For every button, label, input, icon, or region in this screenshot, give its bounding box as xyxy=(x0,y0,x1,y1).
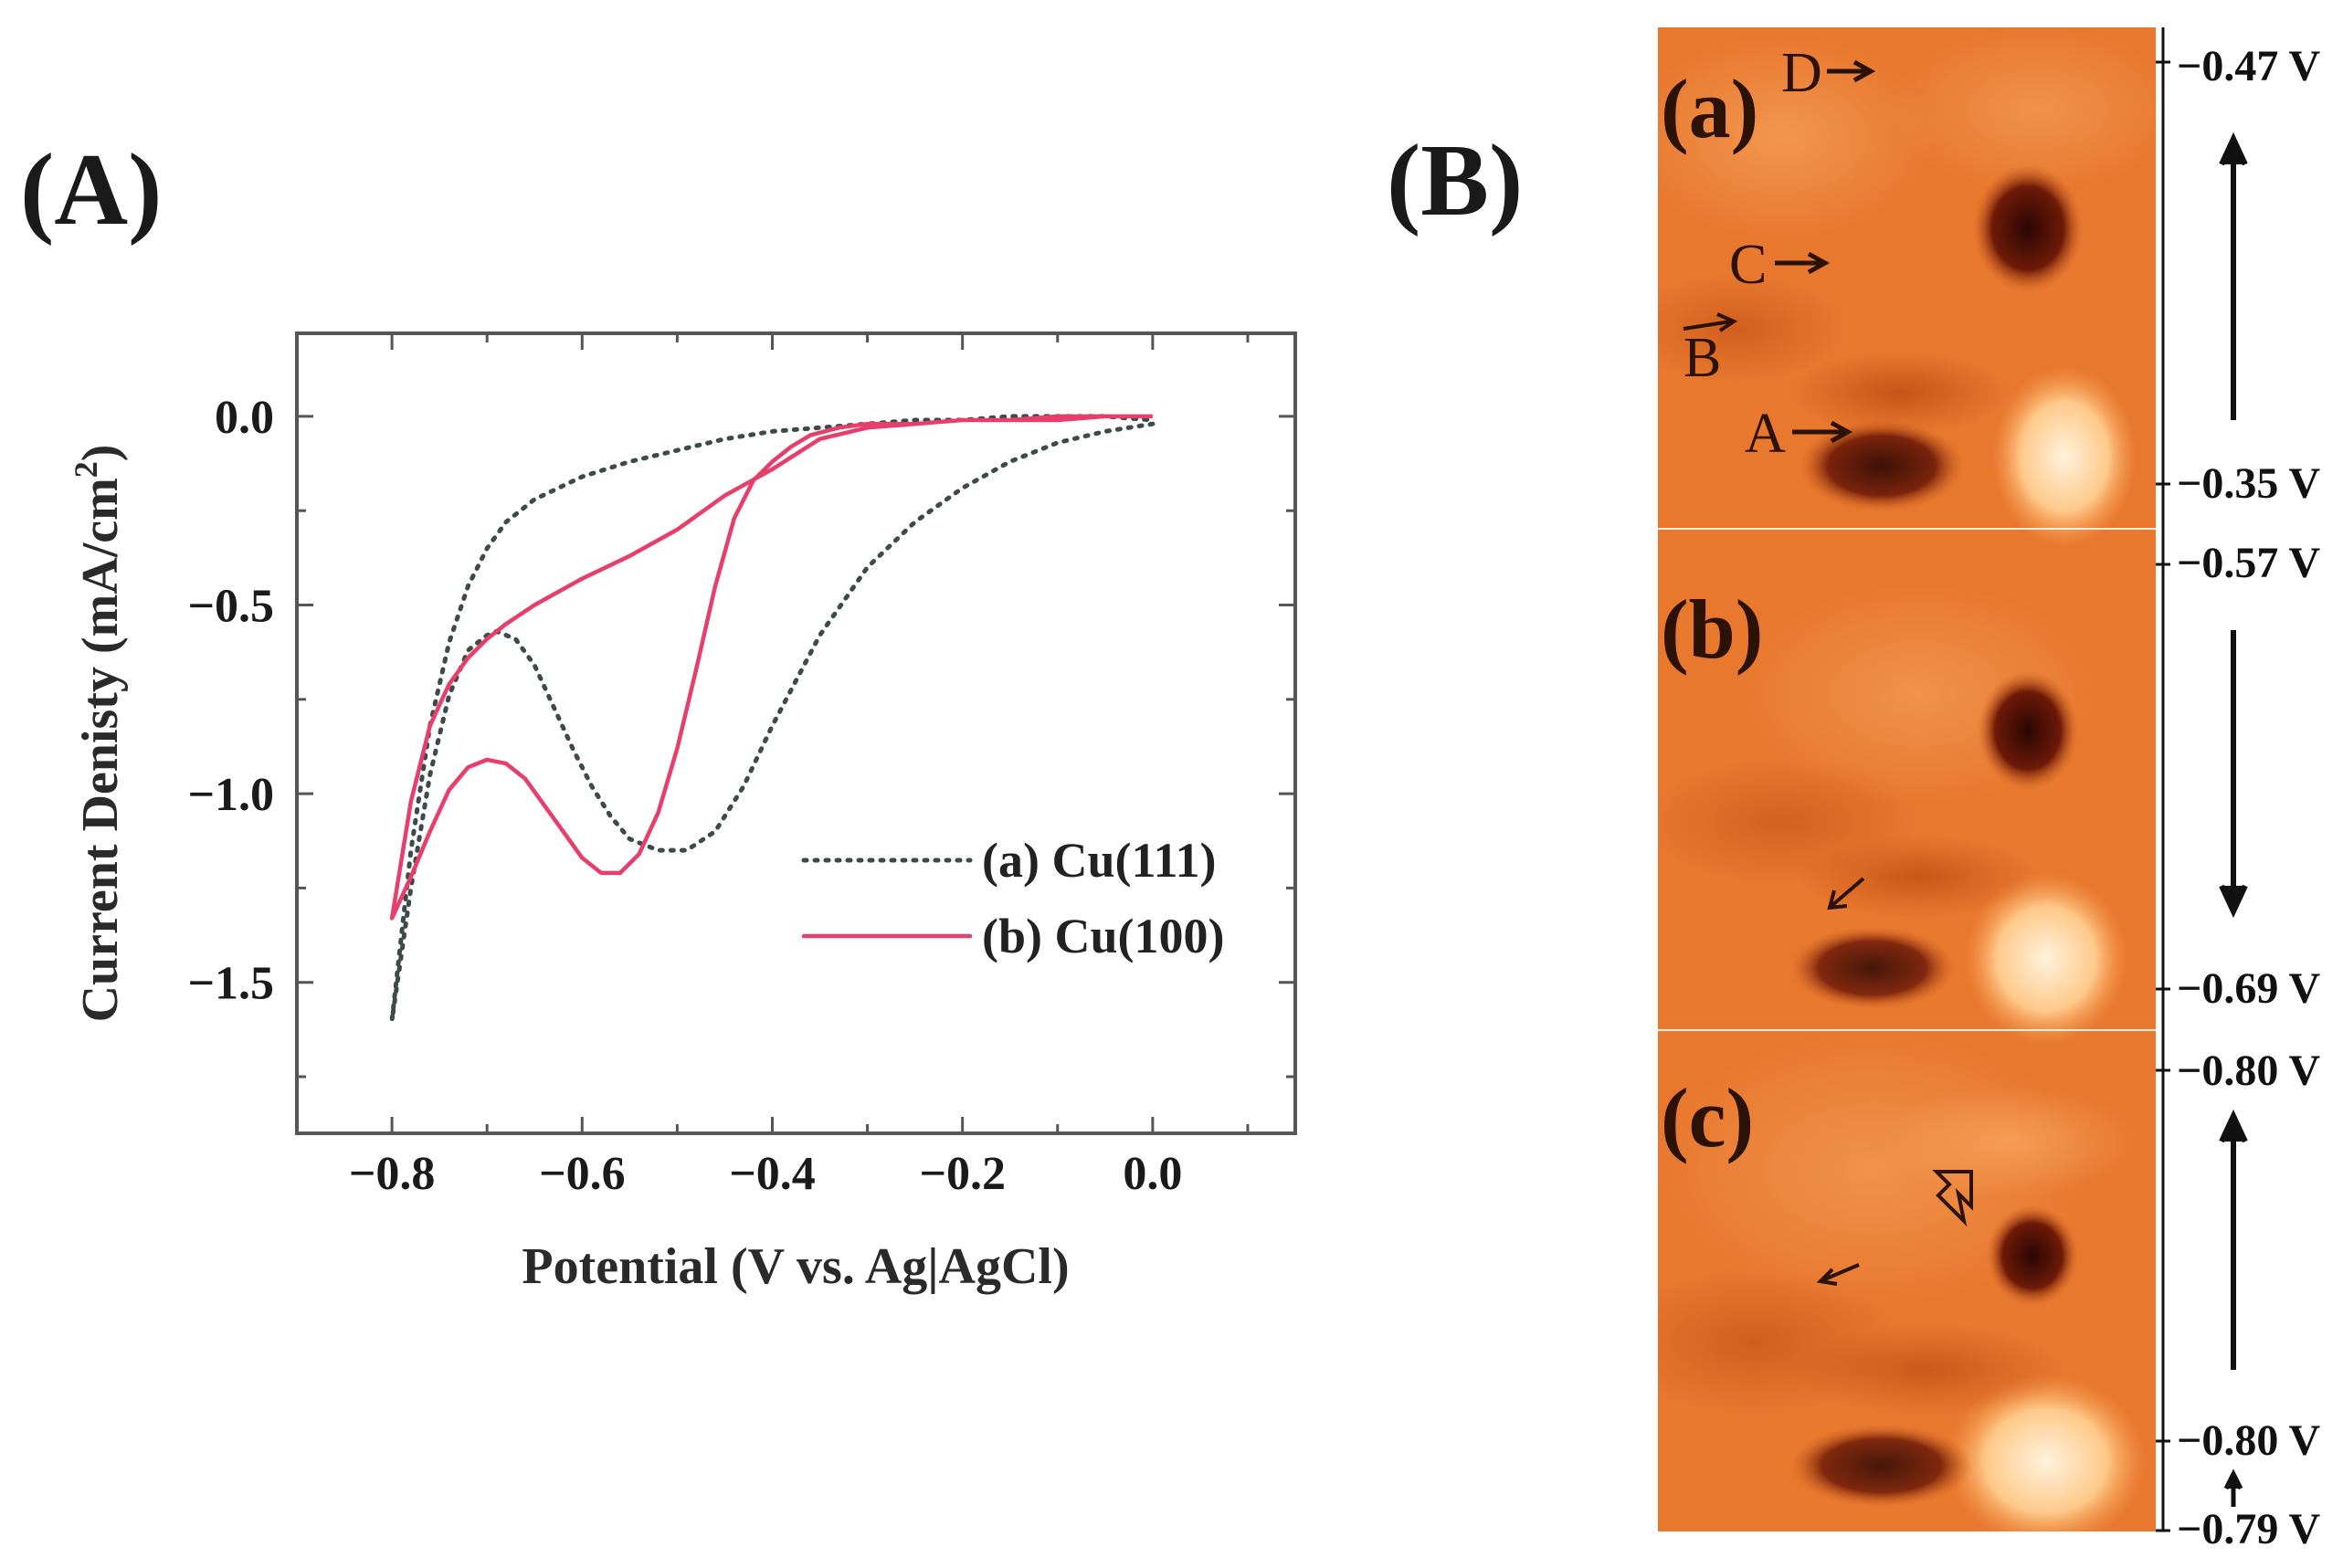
stm-hollow-arrow xyxy=(1932,1170,1973,1227)
stm-bright-island xyxy=(1991,365,2137,548)
y-axis-title-superscript: 2 xyxy=(68,461,104,478)
x-tick-label: −0.8 xyxy=(349,1148,436,1200)
site-label-a: A xyxy=(1745,403,1786,465)
site-arrow-a xyxy=(1792,420,1853,444)
sweep-arrow-up xyxy=(2219,1109,2248,1370)
voltage-c-top: −0.80 V xyxy=(2177,1047,2320,1095)
stm-image-stack: (a) (b) (c) D C B A −0.47 V −0.35 V −0.5… xyxy=(1658,27,2320,1553)
series-line-cu111 xyxy=(389,414,1156,1023)
y-axis-title: Current Denisty (mA/cm2) xyxy=(68,445,129,1023)
y-tick-label: −1.0 xyxy=(187,769,274,821)
site-label-d: D xyxy=(1781,42,1822,104)
legend: (a) Cu(111) (b) Cu(100) xyxy=(801,833,1225,963)
stm-image xyxy=(1658,27,2156,1531)
y-axis-title-close: ) xyxy=(72,445,129,462)
legend-label-cu111: (a) Cu(111) xyxy=(982,833,1217,888)
voltage-b-bottom: −0.69 V xyxy=(2177,964,2320,1013)
stm-pointer-arrow xyxy=(1827,877,1865,910)
panel-a-label: (A) xyxy=(20,133,162,247)
voltage-b-top: −0.57 V xyxy=(2177,539,2320,587)
stm-pointer-arrow xyxy=(1816,1263,1860,1286)
stm-dark-pit xyxy=(1987,1205,2078,1306)
stm-bright-island xyxy=(1964,872,2128,1046)
stm-frame-label-b: (b) xyxy=(1661,583,1763,676)
site-arrow-c xyxy=(1775,251,1831,275)
site-arrow-d xyxy=(1827,59,1876,83)
x-axis-title: Potential (V vs. Ag|AgCl) xyxy=(522,1238,1069,1295)
stm-frame-label-c: (c) xyxy=(1661,1071,1754,1164)
stm-frame-label-a: (a) xyxy=(1661,62,1758,155)
site-label-b: B xyxy=(1683,327,1721,389)
voltage-a-bottom: −0.35 V xyxy=(2177,459,2320,508)
y-tick-label: 0.0 xyxy=(215,392,274,444)
stm-bright-island xyxy=(1946,1374,2147,1531)
site-label-c: C xyxy=(1729,234,1767,296)
x-tick-label: −0.2 xyxy=(919,1148,1006,1200)
axis-ticks xyxy=(295,333,1295,1133)
voltage-c-bottom: −0.80 V xyxy=(2177,1416,2320,1465)
sweep-arrow-down xyxy=(2219,630,2248,919)
stm-dark-pit xyxy=(1978,671,2078,790)
series-line-cu100 xyxy=(389,414,1153,921)
x-tick-label: −0.4 xyxy=(729,1148,816,1200)
cv-chart: −0.8 −0.6 −0.4 −0.2 0.0 0.0 −0.5 −1.0 −1… xyxy=(68,331,1297,1295)
voltage-scale: −0.47 V −0.35 V −0.57 V −0.69 V −0.80 V … xyxy=(2156,27,2320,1553)
plot-frame xyxy=(295,331,1297,1135)
y-axis-title-main: Current Denisty (mA/cm xyxy=(72,478,129,1022)
x-tick-label: −0.6 xyxy=(539,1148,626,1200)
site-arrow-b xyxy=(1683,312,1738,332)
y-tick-label: −0.5 xyxy=(187,581,274,633)
stm-dark-pit xyxy=(1973,164,2083,292)
panel-b-label: (B) xyxy=(1387,124,1523,237)
voltage-a-top: −0.47 V xyxy=(2177,42,2320,90)
sweep-arrow-up xyxy=(2219,132,2248,420)
legend-label-cu100: (b) Cu(100) xyxy=(982,909,1225,963)
sweep-arrow-small xyxy=(2223,1468,2243,1507)
y-tick-label: −1.5 xyxy=(187,958,274,1010)
voltage-c-extra: −0.79 V xyxy=(2177,1505,2320,1553)
x-tick-label: 0.0 xyxy=(1123,1148,1182,1200)
